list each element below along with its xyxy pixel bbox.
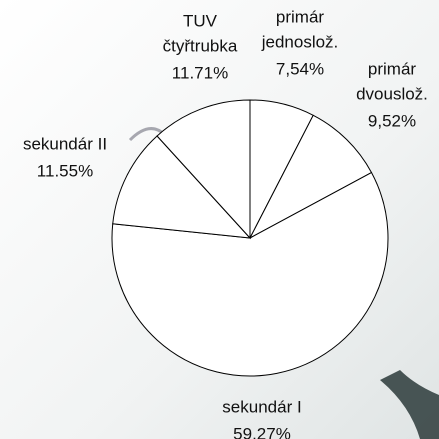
pie: [112, 100, 388, 376]
slice-label: primár: [368, 59, 417, 78]
slice-label: sekundár II: [23, 134, 107, 153]
chart: primár jednoslož. 7,54% primár dvouslož. 9,52…: [0, 0, 439, 439]
slice-label: sekundár I: [222, 397, 301, 416]
slice-label: TUV: [183, 11, 218, 30]
value-label: 59.27%: [233, 424, 291, 439]
slice-label: čtyřtrubka: [163, 36, 238, 55]
value-label: 7,54%: [276, 59, 324, 78]
value-label: 11.71%: [172, 63, 228, 82]
page: {"chart_data": {"type": "pie", "categori…: [0, 0, 439, 439]
value-label: 11.55%: [37, 161, 93, 180]
slice-label: dvouslož.: [356, 84, 428, 103]
slice-label: jednoslož.: [261, 32, 339, 51]
slice-label: primár: [276, 7, 325, 26]
value-label: 9,52%: [368, 111, 416, 130]
